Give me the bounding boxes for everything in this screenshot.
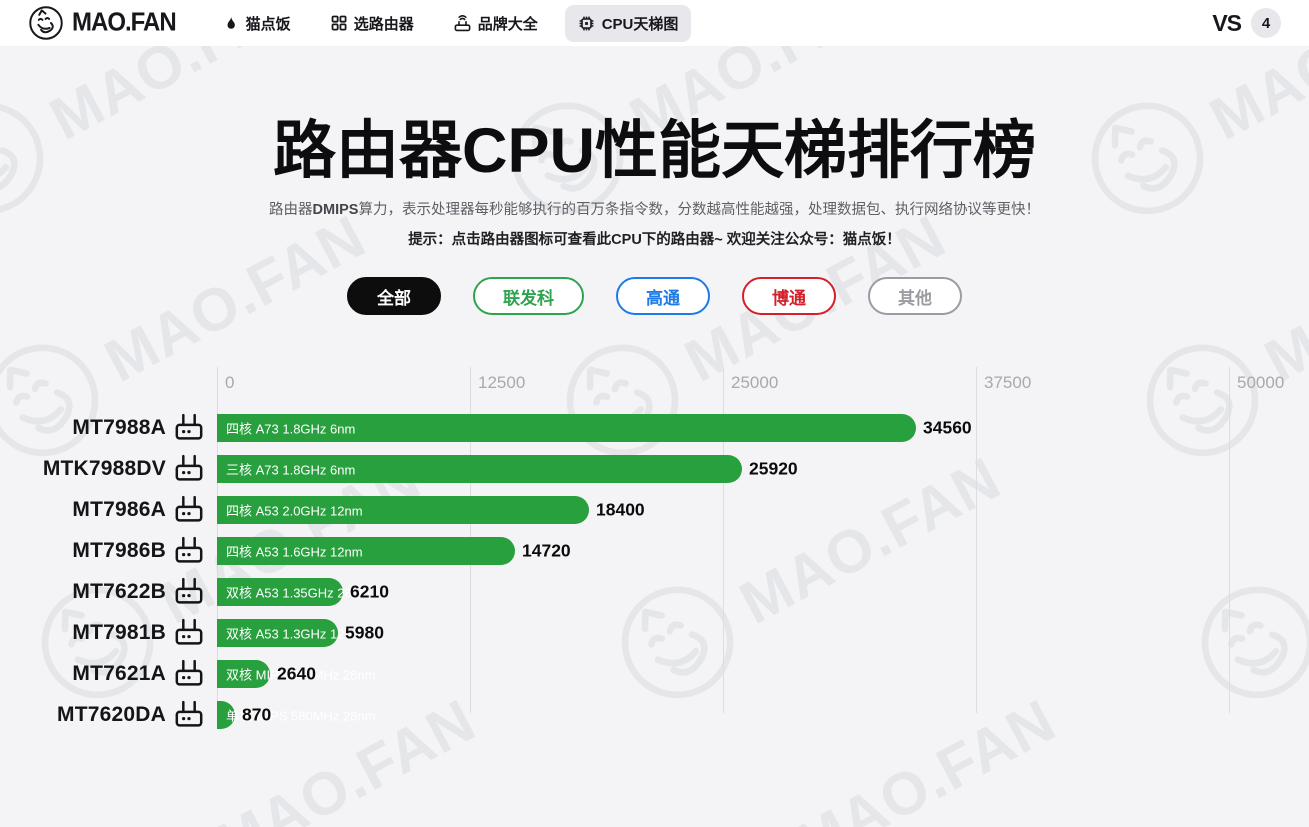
filter-all[interactable]: 全部 <box>347 277 441 316</box>
cpu-spec-label: 四核 A53 1.6GHz 12nm <box>226 544 363 560</box>
cpu-spec-label: 双核 MIPS 880MHz 28nm <box>226 667 376 683</box>
dmips-value: 2640 <box>277 663 316 684</box>
router-icon <box>454 14 471 32</box>
chart-row: MT7622B 双核 A53 1.35GHz 28nm 6210 <box>0 576 1309 607</box>
nav-item-maodianfan[interactable]: 猫点饭 <box>210 5 304 42</box>
subtitle-prefix: 路由器 <box>269 202 313 219</box>
chart-row: MTK7988DV 三核 A73 1.8GHz 6nm 25920 <box>0 453 1309 484</box>
axis-tick-label: 37500 <box>984 373 1032 392</box>
axis-tick-label: 0 <box>225 373 235 392</box>
nav-label: 选路由器 <box>353 15 414 33</box>
vs-compare-button[interactable]: VS <box>1212 9 1242 36</box>
bar-track: 四核 A53 2.0GHz 12nm 18400 <box>217 496 645 524</box>
gridline <box>723 367 724 713</box>
bar-track: 三核 A73 1.8GHz 6nm 25920 <box>217 455 798 483</box>
main-nav: 猫点饭 选路由器 品牌大全 <box>210 4 692 42</box>
nav-item-brands[interactable]: 品牌大全 <box>441 5 551 42</box>
chart-row: MT7981B 双核 A53 1.3GHz 12nm 5980 <box>0 617 1309 648</box>
dmips-value: 18400 <box>596 499 645 520</box>
dmips-bar: 双核 A53 1.3GHz 12nm <box>217 619 363 647</box>
bar-track: 四核 A53 1.6GHz 12nm 14720 <box>217 537 571 565</box>
cpu-icon <box>578 15 595 32</box>
vendor-filter-group: 全部 联发科 高通 博通 其他 <box>0 277 1309 316</box>
dmips-value: 34560 <box>923 417 972 438</box>
dmips-value: 5980 <box>345 622 384 643</box>
page-title: 路由器CPU性能天梯排行榜 <box>272 116 1036 186</box>
site-logo[interactable]: MAO.FAN <box>28 5 177 41</box>
cpu-spec-label: 双核 A53 1.3GHz 12nm <box>226 626 363 642</box>
cpu-ladder-chart: 0 12500 25000 37500 50000 MT7988A 四核 A73 1.8… <box>0 365 1309 765</box>
router-link-icon[interactable] <box>174 535 204 566</box>
cpu-name: MT7620DA <box>57 703 166 726</box>
dmips-value: 14720 <box>522 540 571 561</box>
site-logo-text: MAO.FAN <box>72 7 177 38</box>
nav-right: VS 4 <box>1212 8 1281 38</box>
chart-row: MT7986A 四核 A53 2.0GHz 12nm 18400 <box>0 494 1309 525</box>
grid-icon <box>331 15 347 31</box>
filter-mediatek[interactable]: 联发科 <box>473 277 584 316</box>
dmips-value: 870 <box>242 704 272 725</box>
gridline <box>976 367 977 713</box>
chart-row: MT7986B 四核 A53 1.6GHz 12nm 14720 <box>0 535 1309 566</box>
chart-row: MT7621A 双核 MIPS 880MHz 28nm 2640 <box>0 658 1309 689</box>
nav-label: 猫点饭 <box>245 15 291 33</box>
top-navbar: MAO.FAN 猫点饭 选路由器 <box>0 0 1309 46</box>
axis-tick-label: 25000 <box>731 373 779 392</box>
bar-track: 单核 MIPS 580MHz 28nm 870 <box>217 701 376 729</box>
nav-label: 品牌大全 <box>477 15 538 33</box>
dmips-bar: 双核 MIPS 880MHz 28nm <box>217 660 376 688</box>
bar-track: 双核 MIPS 880MHz 28nm 2640 <box>217 660 376 688</box>
axis-tick-label: 12500 <box>478 373 526 392</box>
cat-logo-icon <box>28 5 64 41</box>
dmips-value: 6210 <box>350 581 389 602</box>
dmips-bar: 单核 MIPS 580MHz 28nm <box>217 701 376 729</box>
router-link-icon[interactable] <box>174 617 204 648</box>
subtitle-rest: 算力，表示处理器每秒能够执行的百万条指令数，分数越高性能越强，处理数据包、执行网… <box>358 202 1040 219</box>
dmips-bar: 四核 A53 1.6GHz 12nm <box>217 537 515 565</box>
router-link-icon[interactable] <box>174 453 204 484</box>
hero-section: 路由器CPU性能天梯排行榜 路由器DMIPS算力，表示处理器每秒能够执行的百万条… <box>0 118 1309 249</box>
chart-row: MT7620DA 单核 MIPS 580MHz 28nm 870 <box>0 699 1309 730</box>
chart-row: MT7988A 四核 A73 1.8GHz 6nm 34560 <box>0 412 1309 443</box>
cpu-name: MT7988A <box>72 416 166 439</box>
bar-track: 双核 A53 1.35GHz 28nm 6210 <box>217 578 389 606</box>
vs-count-badge[interactable]: 4 <box>1251 8 1281 38</box>
router-link-icon[interactable] <box>174 576 204 607</box>
cpu-spec-label: 四核 A53 2.0GHz 12nm <box>226 503 363 519</box>
subtitle-dmips: DMIPS <box>312 202 359 219</box>
dmips-bar: 四核 A53 2.0GHz 12nm <box>217 496 589 524</box>
cpu-name: MT7981B <box>72 621 166 644</box>
cpu-spec-label: 单核 MIPS 580MHz 28nm <box>226 708 376 724</box>
bar-track: 双核 A53 1.3GHz 12nm 5980 <box>217 619 384 647</box>
router-link-icon[interactable] <box>174 658 204 689</box>
dmips-bar: 四核 A73 1.8GHz 6nm <box>217 414 916 442</box>
flame-icon <box>223 15 239 32</box>
nav-label: CPU天梯图 <box>601 15 679 33</box>
bar-track: 四核 A73 1.8GHz 6nm 34560 <box>217 414 972 442</box>
cpu-name: MT7986B <box>72 539 166 562</box>
gridline <box>1229 367 1230 713</box>
dmips-value: 25920 <box>749 458 798 479</box>
nav-item-cpu-ladder[interactable]: CPU天梯图 <box>564 4 692 42</box>
router-link-icon[interactable] <box>174 699 204 730</box>
page-subtitle: 路由器DMIPS算力，表示处理器每秒能够执行的百万条指令数，分数越高性能越强，处… <box>0 198 1309 219</box>
hint-text: 提示：点击路由器图标可查看此CPU下的路由器~ 欢迎关注公众号：猫点饭！ <box>408 232 901 249</box>
filter-broadcom[interactable]: 博通 <box>742 277 836 316</box>
axis-tick-label: 50000 <box>1237 373 1285 392</box>
dmips-bar: 三核 A73 1.8GHz 6nm <box>217 455 742 483</box>
router-link-icon[interactable] <box>174 412 204 443</box>
cpu-name: MTK7988DV <box>42 457 166 480</box>
cpu-spec-label: 双核 A53 1.35GHz 28nm <box>226 585 370 601</box>
cpu-name: MT7622B <box>72 580 166 603</box>
cpu-spec-label: 四核 A73 1.8GHz 6nm <box>226 421 356 437</box>
router-link-icon[interactable] <box>174 494 204 525</box>
filter-qualcomm[interactable]: 高通 <box>616 277 710 316</box>
cpu-name: MT7986A <box>72 498 166 521</box>
filter-others[interactable]: 其他 <box>868 277 962 316</box>
cpu-name: MT7621A <box>72 662 166 685</box>
dmips-bar: 双核 A53 1.35GHz 28nm <box>217 578 370 606</box>
cpu-spec-label: 三核 A73 1.8GHz 6nm <box>226 462 356 478</box>
nav-item-router-picker[interactable]: 选路由器 <box>318 5 427 42</box>
